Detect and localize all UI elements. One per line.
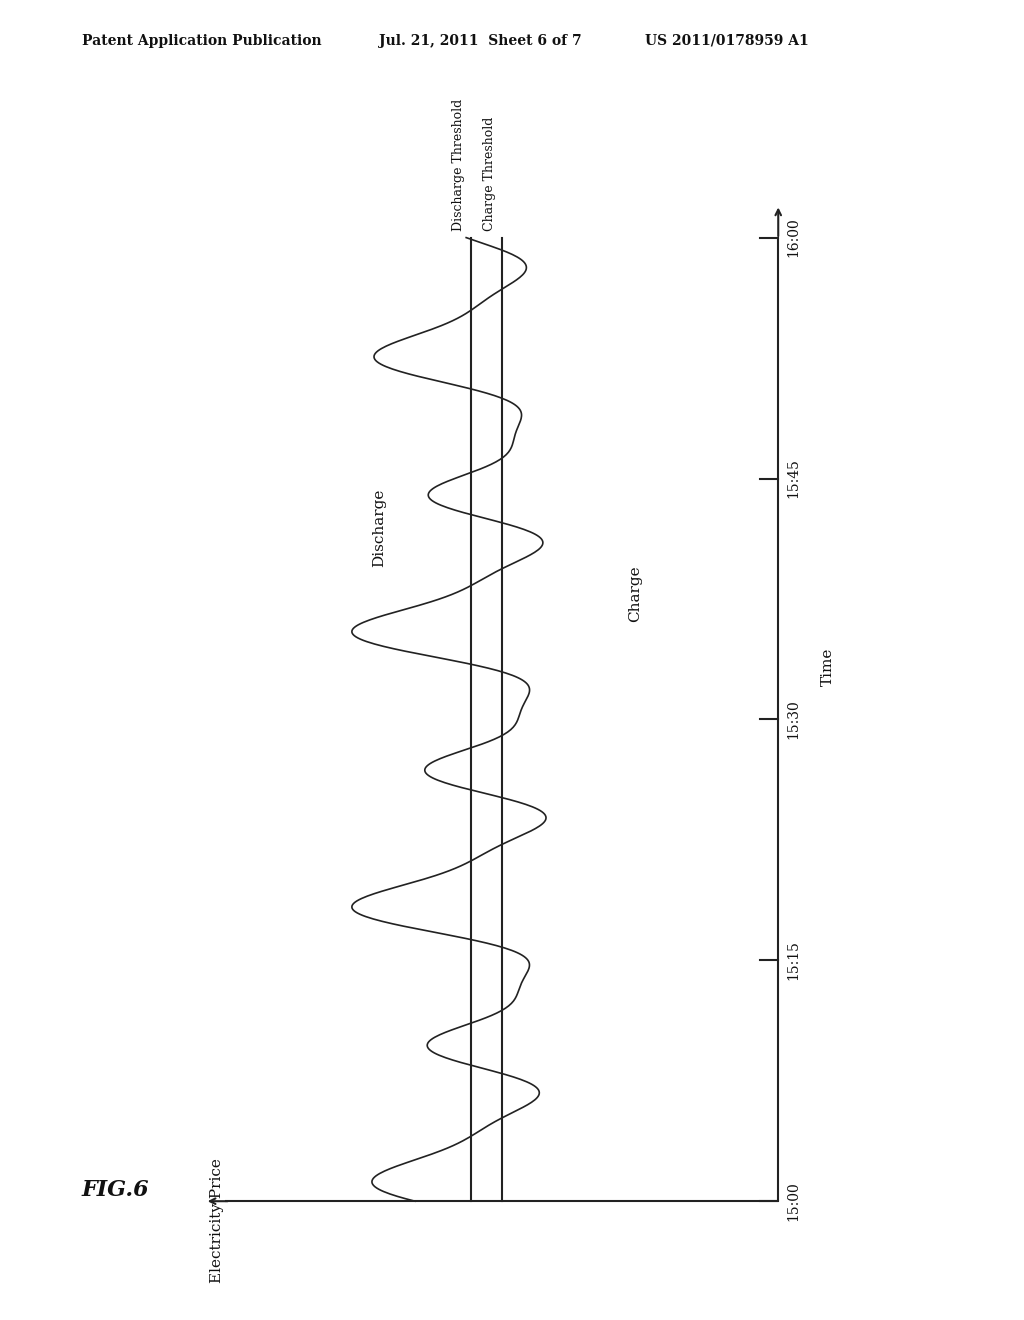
Text: Discharge: Discharge xyxy=(372,488,386,568)
Text: Charge: Charge xyxy=(628,566,642,622)
Text: Charge Threshold: Charge Threshold xyxy=(482,116,496,231)
Text: 15:15: 15:15 xyxy=(786,940,801,981)
Text: Electricity Price: Electricity Price xyxy=(210,1159,224,1283)
Text: Time: Time xyxy=(820,647,835,686)
Text: Patent Application Publication: Patent Application Publication xyxy=(82,34,322,48)
Text: FIG.6: FIG.6 xyxy=(82,1179,150,1201)
Text: US 2011/0178959 A1: US 2011/0178959 A1 xyxy=(645,34,809,48)
Text: Discharge Threshold: Discharge Threshold xyxy=(452,99,465,231)
Text: 16:00: 16:00 xyxy=(786,218,801,257)
Text: 15:45: 15:45 xyxy=(786,458,801,499)
Text: 15:30: 15:30 xyxy=(786,700,801,739)
Text: 15:00: 15:00 xyxy=(786,1181,801,1221)
Text: Jul. 21, 2011  Sheet 6 of 7: Jul. 21, 2011 Sheet 6 of 7 xyxy=(379,34,582,48)
